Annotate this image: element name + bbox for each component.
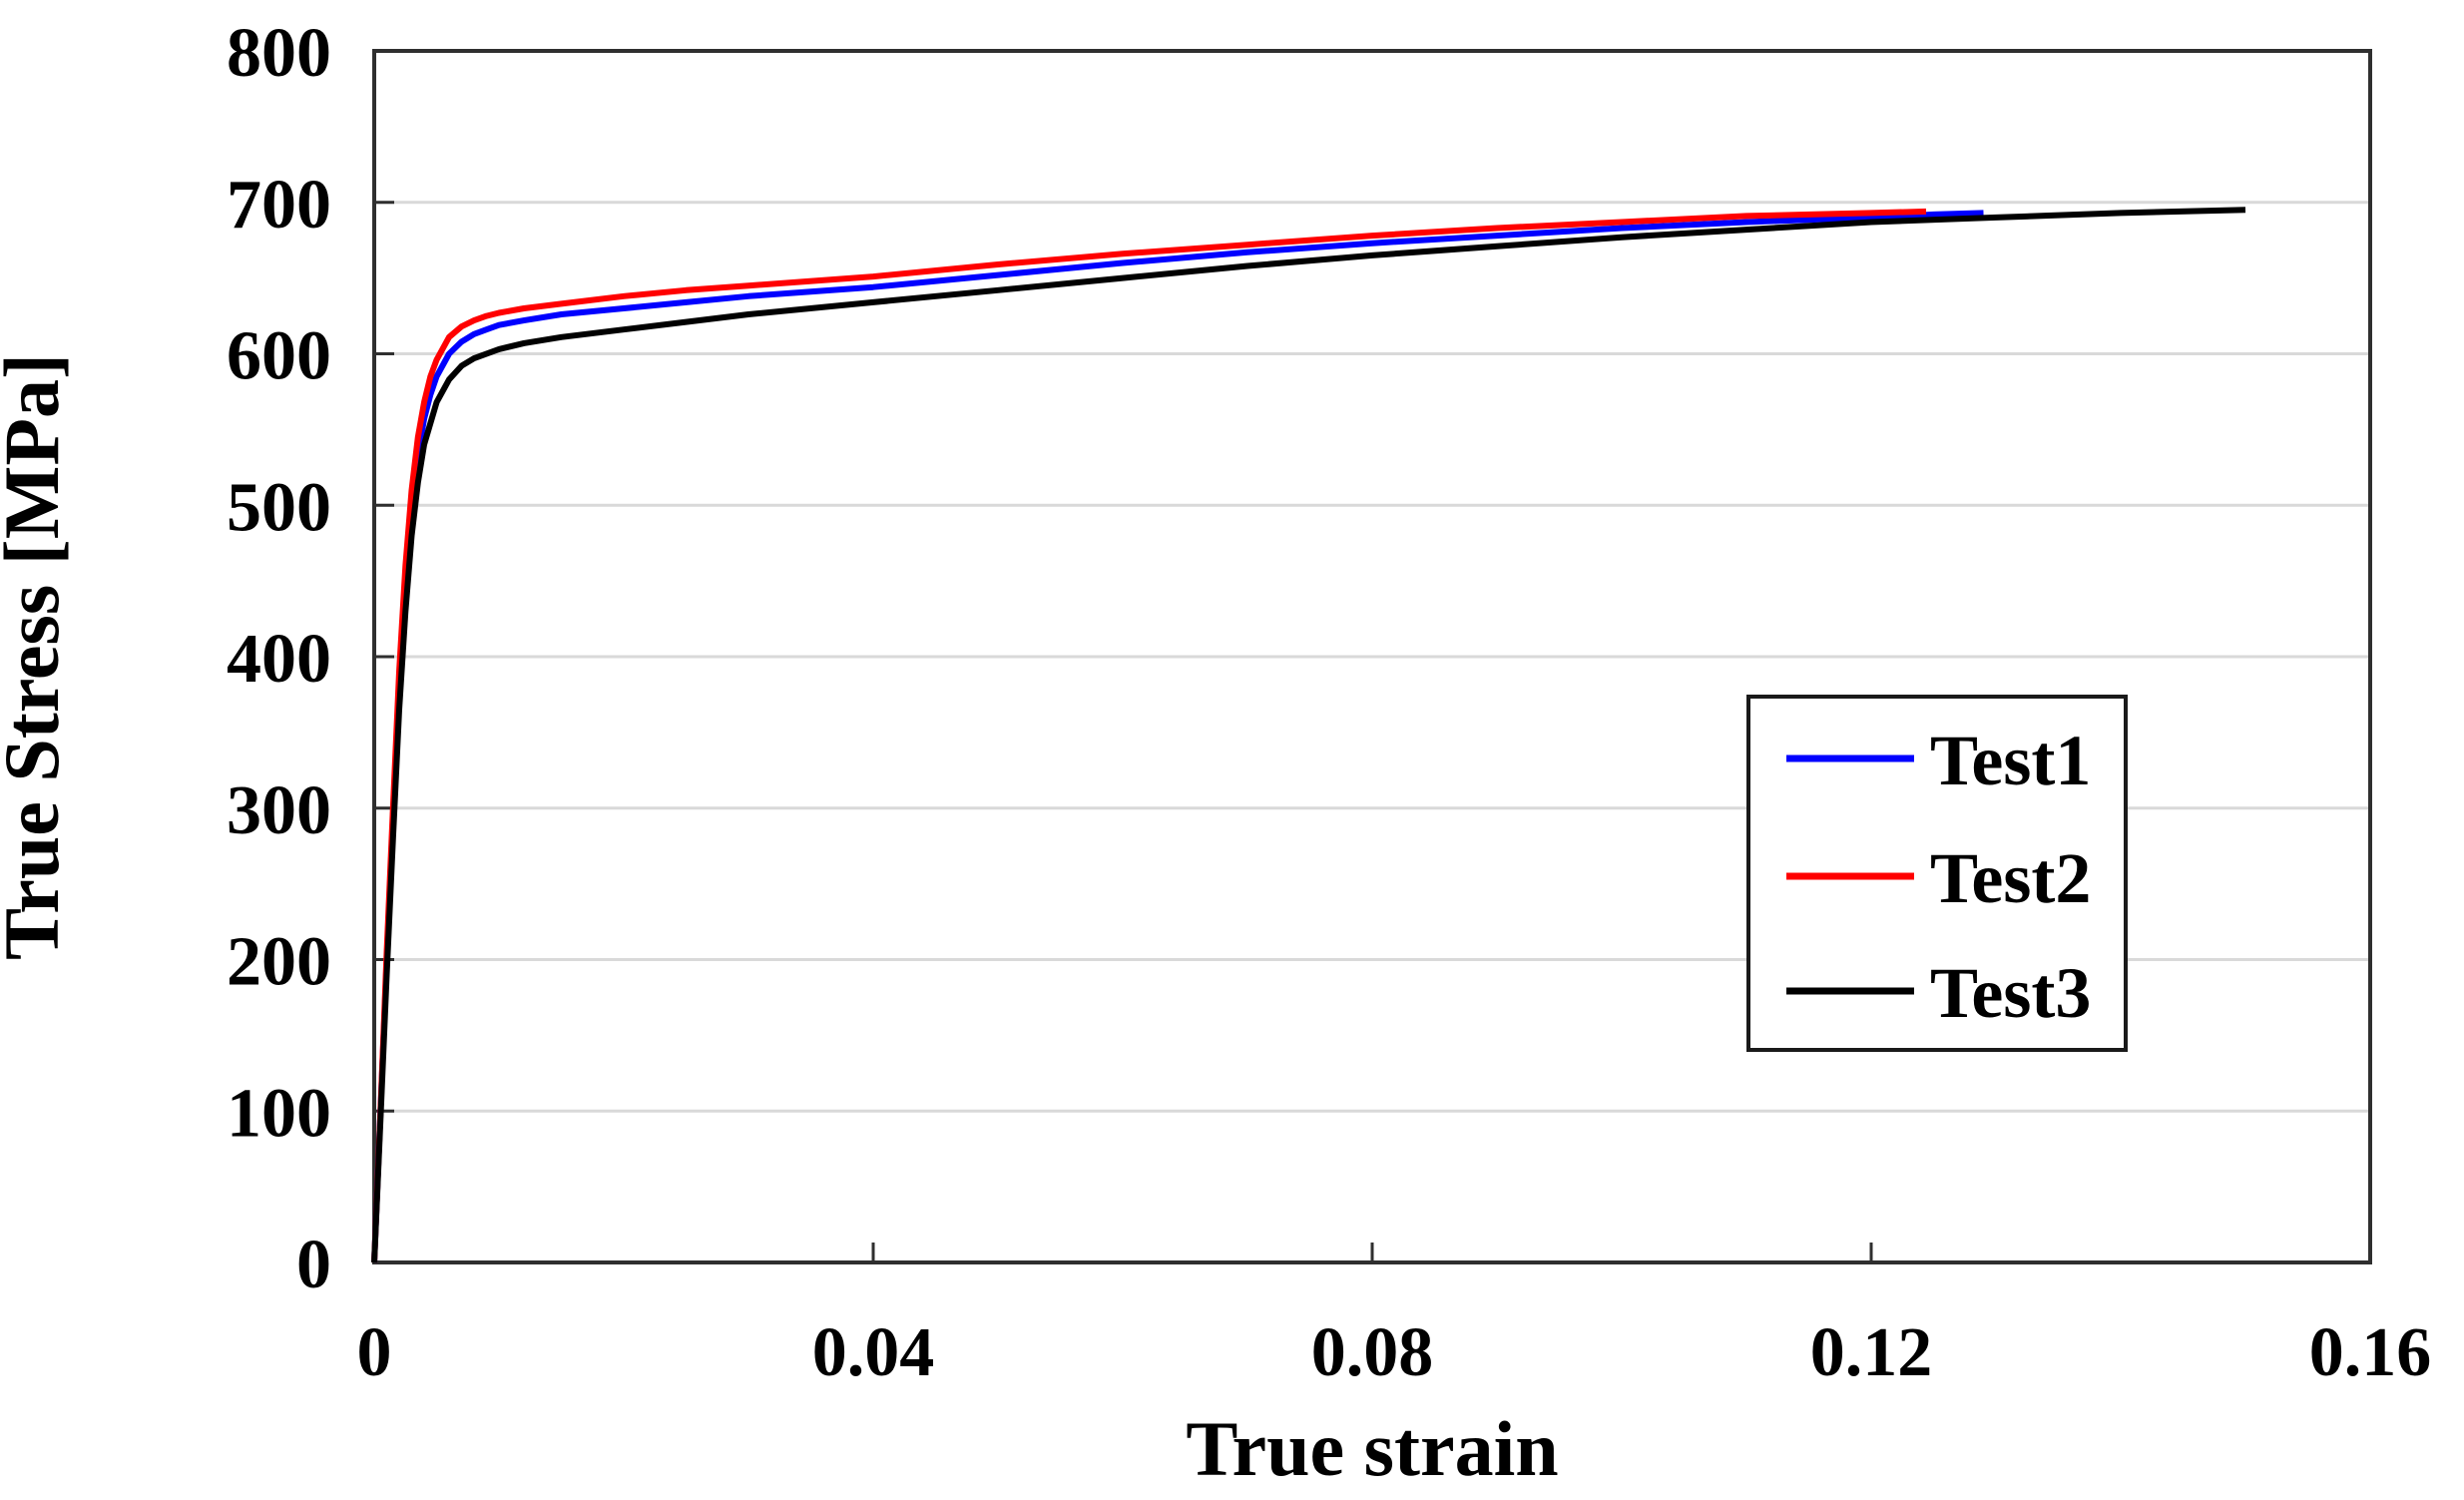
x-tick-label: 0.04 bbox=[812, 1314, 935, 1391]
x-tick-label: 0.08 bbox=[1311, 1314, 1434, 1391]
y-tick-label: 600 bbox=[227, 318, 331, 395]
legend-label-test2: Test2 bbox=[1930, 838, 2091, 918]
x-axis-title: True strain bbox=[1186, 1405, 1558, 1492]
y-tick-label: 800 bbox=[227, 15, 331, 92]
y-tick-label: 200 bbox=[227, 924, 331, 1001]
series-line-test2 bbox=[371, 208, 1927, 1263]
y-axis-title: True Stress [MPa] bbox=[0, 353, 75, 960]
legend-label-test3: Test3 bbox=[1930, 953, 2091, 1033]
y-tick-label: 100 bbox=[227, 1075, 331, 1152]
gridlines-layer bbox=[374, 201, 2370, 1113]
curves-layer bbox=[371, 207, 2246, 1263]
tickmarks-layer bbox=[374, 201, 1873, 1262]
legend-label-test1: Test1 bbox=[1930, 721, 2091, 800]
series-line-test1 bbox=[371, 210, 1984, 1263]
x-tick-label: 0.16 bbox=[2309, 1314, 2432, 1391]
legend: Test1 Test2 Test3 bbox=[1746, 695, 2128, 1052]
x-tick-label: 0 bbox=[357, 1314, 392, 1391]
y-tick-label: 500 bbox=[227, 469, 331, 546]
tick-labels-layer: 0 0.04 0.08 0.12 0.16 0 100 200 300 400 500 600 700 8… bbox=[227, 15, 2431, 1391]
y-tick-label: 0 bbox=[296, 1227, 331, 1303]
series-line-test3 bbox=[371, 207, 2246, 1263]
x-tick-label: 0.12 bbox=[1810, 1314, 1933, 1391]
y-tick-label: 700 bbox=[227, 167, 331, 244]
y-tick-label: 300 bbox=[227, 772, 331, 849]
y-tick-label: 400 bbox=[227, 621, 331, 698]
